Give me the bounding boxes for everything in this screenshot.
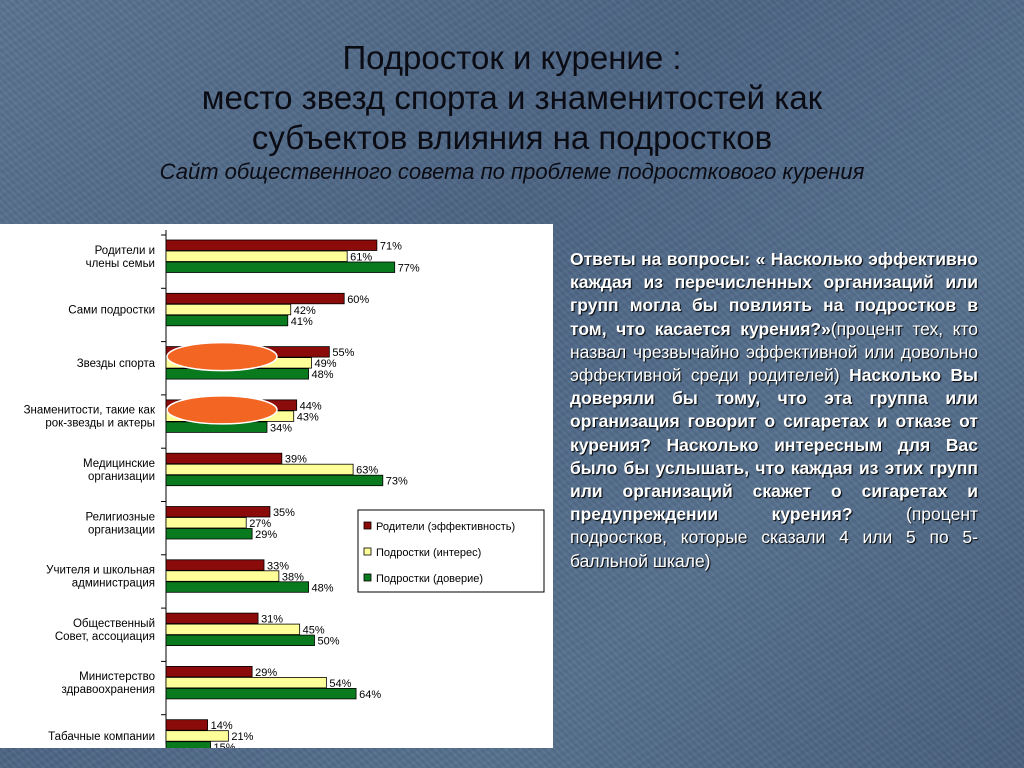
bar-series-1 [165, 506, 271, 518]
category-label: Религиозные [86, 511, 155, 523]
bar-series-3 [165, 634, 315, 647]
question-2-text: Насколько Вы доверяли бы тому, что эта г… [570, 365, 978, 525]
category-label: Общественный [73, 618, 155, 630]
category-label: Учителя и школьная [46, 565, 155, 577]
category-label: Знаменитости, такие как [24, 405, 156, 417]
legend-label: Подростки (интерес) [376, 547, 481, 559]
bar-series-3 [165, 741, 211, 753]
bar-series-1 [165, 719, 208, 731]
data-label: 77% [398, 263, 420, 275]
slide-subtitle: Сайт общественного совета по проблеме по… [159, 159, 865, 184]
data-label: 29% [255, 529, 277, 541]
data-label: 64% [359, 689, 381, 701]
category-label: Совет, ассоциация [55, 631, 155, 643]
bar-series-2 [165, 570, 280, 582]
title-line-1: Подросток и курение : [342, 39, 682, 76]
highlight-ellipse [166, 395, 278, 425]
data-label: 49% [315, 358, 337, 370]
title-line-3: субъектов влияния на подростков [251, 119, 773, 156]
data-label: 14% [211, 720, 233, 732]
data-label: 34% [270, 422, 292, 434]
legend-box [357, 509, 545, 593]
bar-chart-panel: Родители и члены семьи 71% 61% 77% Сами подро… [0, 224, 553, 754]
bar-series-2 [165, 250, 348, 262]
data-label: 48% [312, 582, 334, 594]
question-1-note: (процент тех, кто назвал чрезвычайно эфф… [570, 318, 978, 386]
category-label: Звезды спорта [77, 358, 156, 370]
question-1-text: Ответы на вопросы: « Насколько эффективн… [570, 249, 978, 339]
category-label: Министерство [79, 671, 155, 683]
question-description: Ответы на вопросы: « Насколько эффективн… [570, 248, 978, 573]
data-label: 54% [329, 678, 351, 690]
bar-series-2 [165, 676, 327, 689]
bar-series-3 [165, 261, 396, 273]
bar-series-3 [165, 528, 253, 540]
category-label: организации [88, 471, 155, 483]
data-label: 15% [214, 742, 236, 748]
data-label: 42% [294, 305, 316, 317]
data-label: 35% [273, 507, 295, 519]
data-label: 21% [231, 731, 253, 743]
data-label: 60% [347, 294, 369, 306]
bar-series-2 [165, 463, 354, 476]
data-label: 50% [318, 636, 340, 648]
slide-title-block: Подросток и курение : место звезд спорта… [0, 38, 1024, 186]
legend-label: Подростки (доверие) [376, 573, 483, 585]
data-label: 31% [261, 614, 283, 626]
category-label: администрация [72, 578, 155, 590]
data-label: 39% [285, 454, 307, 466]
bar-series-1 [165, 292, 345, 305]
bar-series-1 [165, 665, 253, 678]
data-label: 29% [255, 667, 277, 679]
category-label: Родители и [95, 245, 155, 257]
bar-series-2 [165, 730, 229, 742]
bar-series-1 [165, 239, 378, 251]
legend-label: Родители (эффективность) [376, 521, 515, 533]
data-label: 71% [380, 241, 402, 253]
data-label: 73% [386, 476, 408, 488]
category-label: Табачные компании [48, 731, 155, 743]
title-line-2: место звезд спорта и знаменитостей как [201, 79, 823, 116]
bar-series-1 [165, 559, 265, 571]
data-label: 63% [356, 465, 378, 477]
bar-series-3 [165, 581, 309, 593]
data-label: 44% [300, 400, 322, 412]
legend-swatch [363, 573, 372, 582]
data-label: 45% [303, 625, 325, 637]
bar-series-3 [165, 314, 289, 327]
data-label: 33% [267, 560, 289, 572]
category-label: Медицинские [83, 458, 155, 470]
data-label: 55% [332, 347, 354, 359]
bar-series-2 [165, 517, 247, 529]
bar-series-2 [165, 303, 292, 316]
bar-series-3 [165, 474, 384, 487]
category-label: члены семьи [86, 258, 155, 270]
data-label: 43% [297, 411, 319, 423]
question-2-note: (процент подростков, которые сказали 4 и… [570, 504, 979, 571]
bar-series-1 [165, 612, 259, 625]
bar-series-2 [165, 623, 301, 636]
category-label: здравоохранения [62, 684, 155, 696]
data-label: 27% [249, 518, 271, 530]
bar-series-1 [165, 452, 283, 465]
legend-swatch [363, 521, 372, 530]
category-label: Сами подростки [68, 305, 155, 317]
data-label: 61% [350, 252, 372, 264]
data-label: 41% [291, 316, 313, 328]
data-label: 38% [282, 571, 304, 583]
category-label: рок-звезды и актеры [45, 418, 155, 430]
bar-series-3 [165, 687, 357, 700]
category-label: организации [88, 524, 155, 536]
highlight-ellipse [166, 341, 278, 372]
data-label: 48% [312, 369, 334, 381]
legend-swatch [363, 547, 372, 556]
